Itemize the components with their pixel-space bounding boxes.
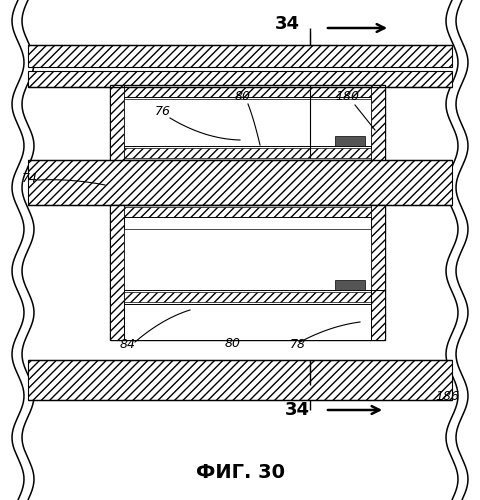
Bar	[335, 136, 365, 146]
Text: 74: 74	[22, 172, 38, 185]
Text: 76: 76	[155, 105, 171, 118]
Bar	[124, 148, 371, 158]
Bar	[28, 71, 452, 87]
Text: 180: 180	[335, 90, 359, 103]
Bar	[371, 85, 385, 160]
Bar	[110, 205, 385, 340]
Bar	[28, 360, 452, 400]
Bar	[124, 87, 371, 97]
Text: 78: 78	[290, 338, 306, 351]
Bar	[124, 99, 371, 146]
Bar	[124, 229, 371, 290]
Text: 84: 84	[120, 338, 136, 351]
Bar	[371, 290, 385, 340]
Text: 34: 34	[275, 15, 300, 33]
Bar	[28, 160, 452, 205]
Bar	[335, 280, 365, 290]
Text: 80: 80	[225, 337, 241, 350]
Bar	[110, 205, 124, 340]
Bar	[124, 304, 371, 340]
Text: 34: 34	[285, 401, 310, 419]
Text: 186: 186	[435, 390, 459, 403]
Bar	[371, 205, 385, 290]
Bar	[124, 292, 371, 302]
Text: 80: 80	[235, 90, 251, 103]
Bar	[110, 85, 124, 160]
Bar	[110, 85, 385, 160]
Bar	[124, 207, 371, 217]
Bar	[28, 67, 452, 71]
Bar	[28, 45, 452, 67]
Text: ФИГ. 30: ФИГ. 30	[195, 462, 285, 481]
